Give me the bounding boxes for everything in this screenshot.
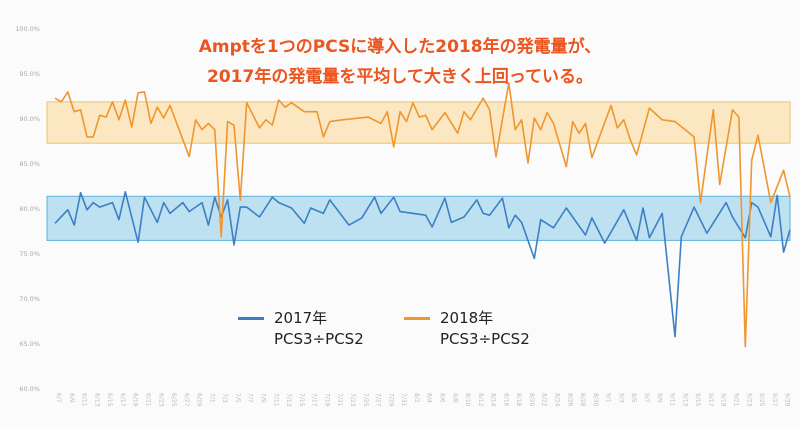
legend-swatch-2018 bbox=[404, 317, 430, 320]
x-tick-label: 6/27 bbox=[183, 393, 190, 407]
x-tick-label: 8/28 bbox=[579, 393, 586, 407]
x-tick-label: 6/29 bbox=[196, 393, 203, 407]
x-tick-label: 8/12 bbox=[477, 393, 484, 407]
x-tick-label: 8/24 bbox=[554, 393, 561, 407]
legend-item-2017: 2017年 PCS3÷PCS2 bbox=[238, 308, 364, 350]
x-tick-label: 7/31 bbox=[400, 393, 407, 407]
x-tick-label: 9/25 bbox=[758, 393, 765, 407]
x-tick-label: 6/25 bbox=[170, 393, 177, 407]
x-tick-label: 6/23 bbox=[157, 393, 164, 407]
y-tick-label: 65.0% bbox=[19, 340, 40, 348]
x-tick-label: 8/22 bbox=[541, 393, 548, 407]
x-tick-label: 7/7 bbox=[247, 393, 254, 403]
x-tick-label: 8/4 bbox=[426, 393, 433, 403]
x-tick-label: 6/9 bbox=[68, 393, 75, 403]
x-tick-label: 9/21 bbox=[732, 393, 739, 407]
x-tick-label: 8/6 bbox=[438, 393, 445, 403]
x-tick-label: 7/27 bbox=[375, 393, 382, 407]
x-tick-label: 6/15 bbox=[106, 393, 113, 407]
x-tick-label: 6/13 bbox=[93, 393, 100, 407]
x-tick-label: 8/8 bbox=[451, 393, 458, 403]
x-tick-label: 8/2 bbox=[413, 393, 420, 403]
x-tick-label: 7/11 bbox=[272, 393, 279, 407]
x-tick-label: 9/27 bbox=[771, 393, 778, 407]
y-tick-label: 85.0% bbox=[19, 160, 40, 168]
y-tick-label: 75.0% bbox=[19, 250, 40, 258]
x-tick-label: 8/10 bbox=[464, 393, 471, 407]
x-tick-label: 7/5 bbox=[234, 393, 241, 403]
chart-title-line1: Amptを1つのPCSに導入した2018年の発電量が、 bbox=[198, 37, 602, 57]
x-tick-label: 7/17 bbox=[311, 393, 318, 407]
band-2017 bbox=[46, 195, 791, 241]
series-line-2018 bbox=[54, 82, 791, 348]
y-tick-label: 60.0% bbox=[19, 385, 40, 393]
x-tick-label: 9/17 bbox=[707, 393, 714, 407]
legend-item-2018: 2018年 PCS3÷PCS2 bbox=[404, 308, 530, 350]
x-tick-label: 6/17 bbox=[119, 393, 126, 407]
y-tick-label: 80.0% bbox=[19, 205, 40, 213]
x-tick-label: 8/14 bbox=[490, 393, 497, 407]
x-tick-label: 7/1 bbox=[208, 393, 215, 403]
x-tick-label: 7/19 bbox=[323, 393, 330, 407]
x-tick-label: 8/16 bbox=[502, 393, 509, 407]
x-tick-label: 8/18 bbox=[515, 393, 522, 407]
x-tick-label: 7/29 bbox=[387, 393, 394, 407]
x-tick-label: 8/20 bbox=[528, 393, 535, 407]
legend-sublabel-2017: PCS3÷PCS2 bbox=[274, 330, 364, 348]
x-tick-label: 9/9 bbox=[656, 393, 663, 403]
chart-title-line2: 2017年の発電量を平均して大きく上回っている。 bbox=[207, 67, 593, 87]
series-line-2017 bbox=[54, 191, 791, 338]
x-tick-label: 7/3 bbox=[221, 393, 228, 403]
legend-sublabel-2018: PCS3÷PCS2 bbox=[440, 330, 530, 348]
x-tick-label: 7/25 bbox=[362, 393, 369, 407]
legend-swatch-2017 bbox=[238, 317, 264, 320]
x-tick-label: 6/19 bbox=[132, 393, 139, 407]
y-tick-label: 70.0% bbox=[19, 295, 40, 303]
x-tick-label: 7/13 bbox=[285, 393, 292, 407]
x-tick-label: 9/29 bbox=[784, 393, 791, 407]
x-tick-label: 9/15 bbox=[694, 393, 701, 407]
x-tick-label: 7/21 bbox=[336, 393, 343, 407]
x-tick-label: 9/3 bbox=[617, 393, 624, 403]
x-tick-label: 7/23 bbox=[349, 393, 356, 407]
x-tick-label: 7/9 bbox=[260, 393, 267, 403]
x-tick-label: 6/11 bbox=[81, 393, 88, 407]
x-tick-label: 6/21 bbox=[144, 393, 151, 407]
x-tick-label: 9/7 bbox=[643, 393, 650, 403]
y-tick-label: 90.0% bbox=[19, 115, 40, 123]
x-tick-label: 9/13 bbox=[681, 393, 688, 407]
y-tick-label: 95.0% bbox=[19, 70, 40, 78]
x-tick-label: 9/11 bbox=[669, 393, 676, 407]
legend-label-2017: 2017年 bbox=[274, 309, 328, 327]
x-tick-label: 9/1 bbox=[605, 393, 612, 403]
x-tick-label: 9/19 bbox=[720, 393, 727, 407]
x-tick-label: 8/30 bbox=[592, 393, 599, 407]
x-tick-label: 8/26 bbox=[566, 393, 573, 407]
x-tick-label: 6/7 bbox=[55, 393, 62, 403]
y-tick-label: 100.0% bbox=[15, 25, 40, 33]
x-tick-label: 7/15 bbox=[298, 393, 305, 407]
legend-label-2018: 2018年 bbox=[440, 309, 494, 327]
x-tick-label: 9/5 bbox=[630, 393, 637, 403]
x-tick-label: 9/23 bbox=[745, 393, 752, 407]
